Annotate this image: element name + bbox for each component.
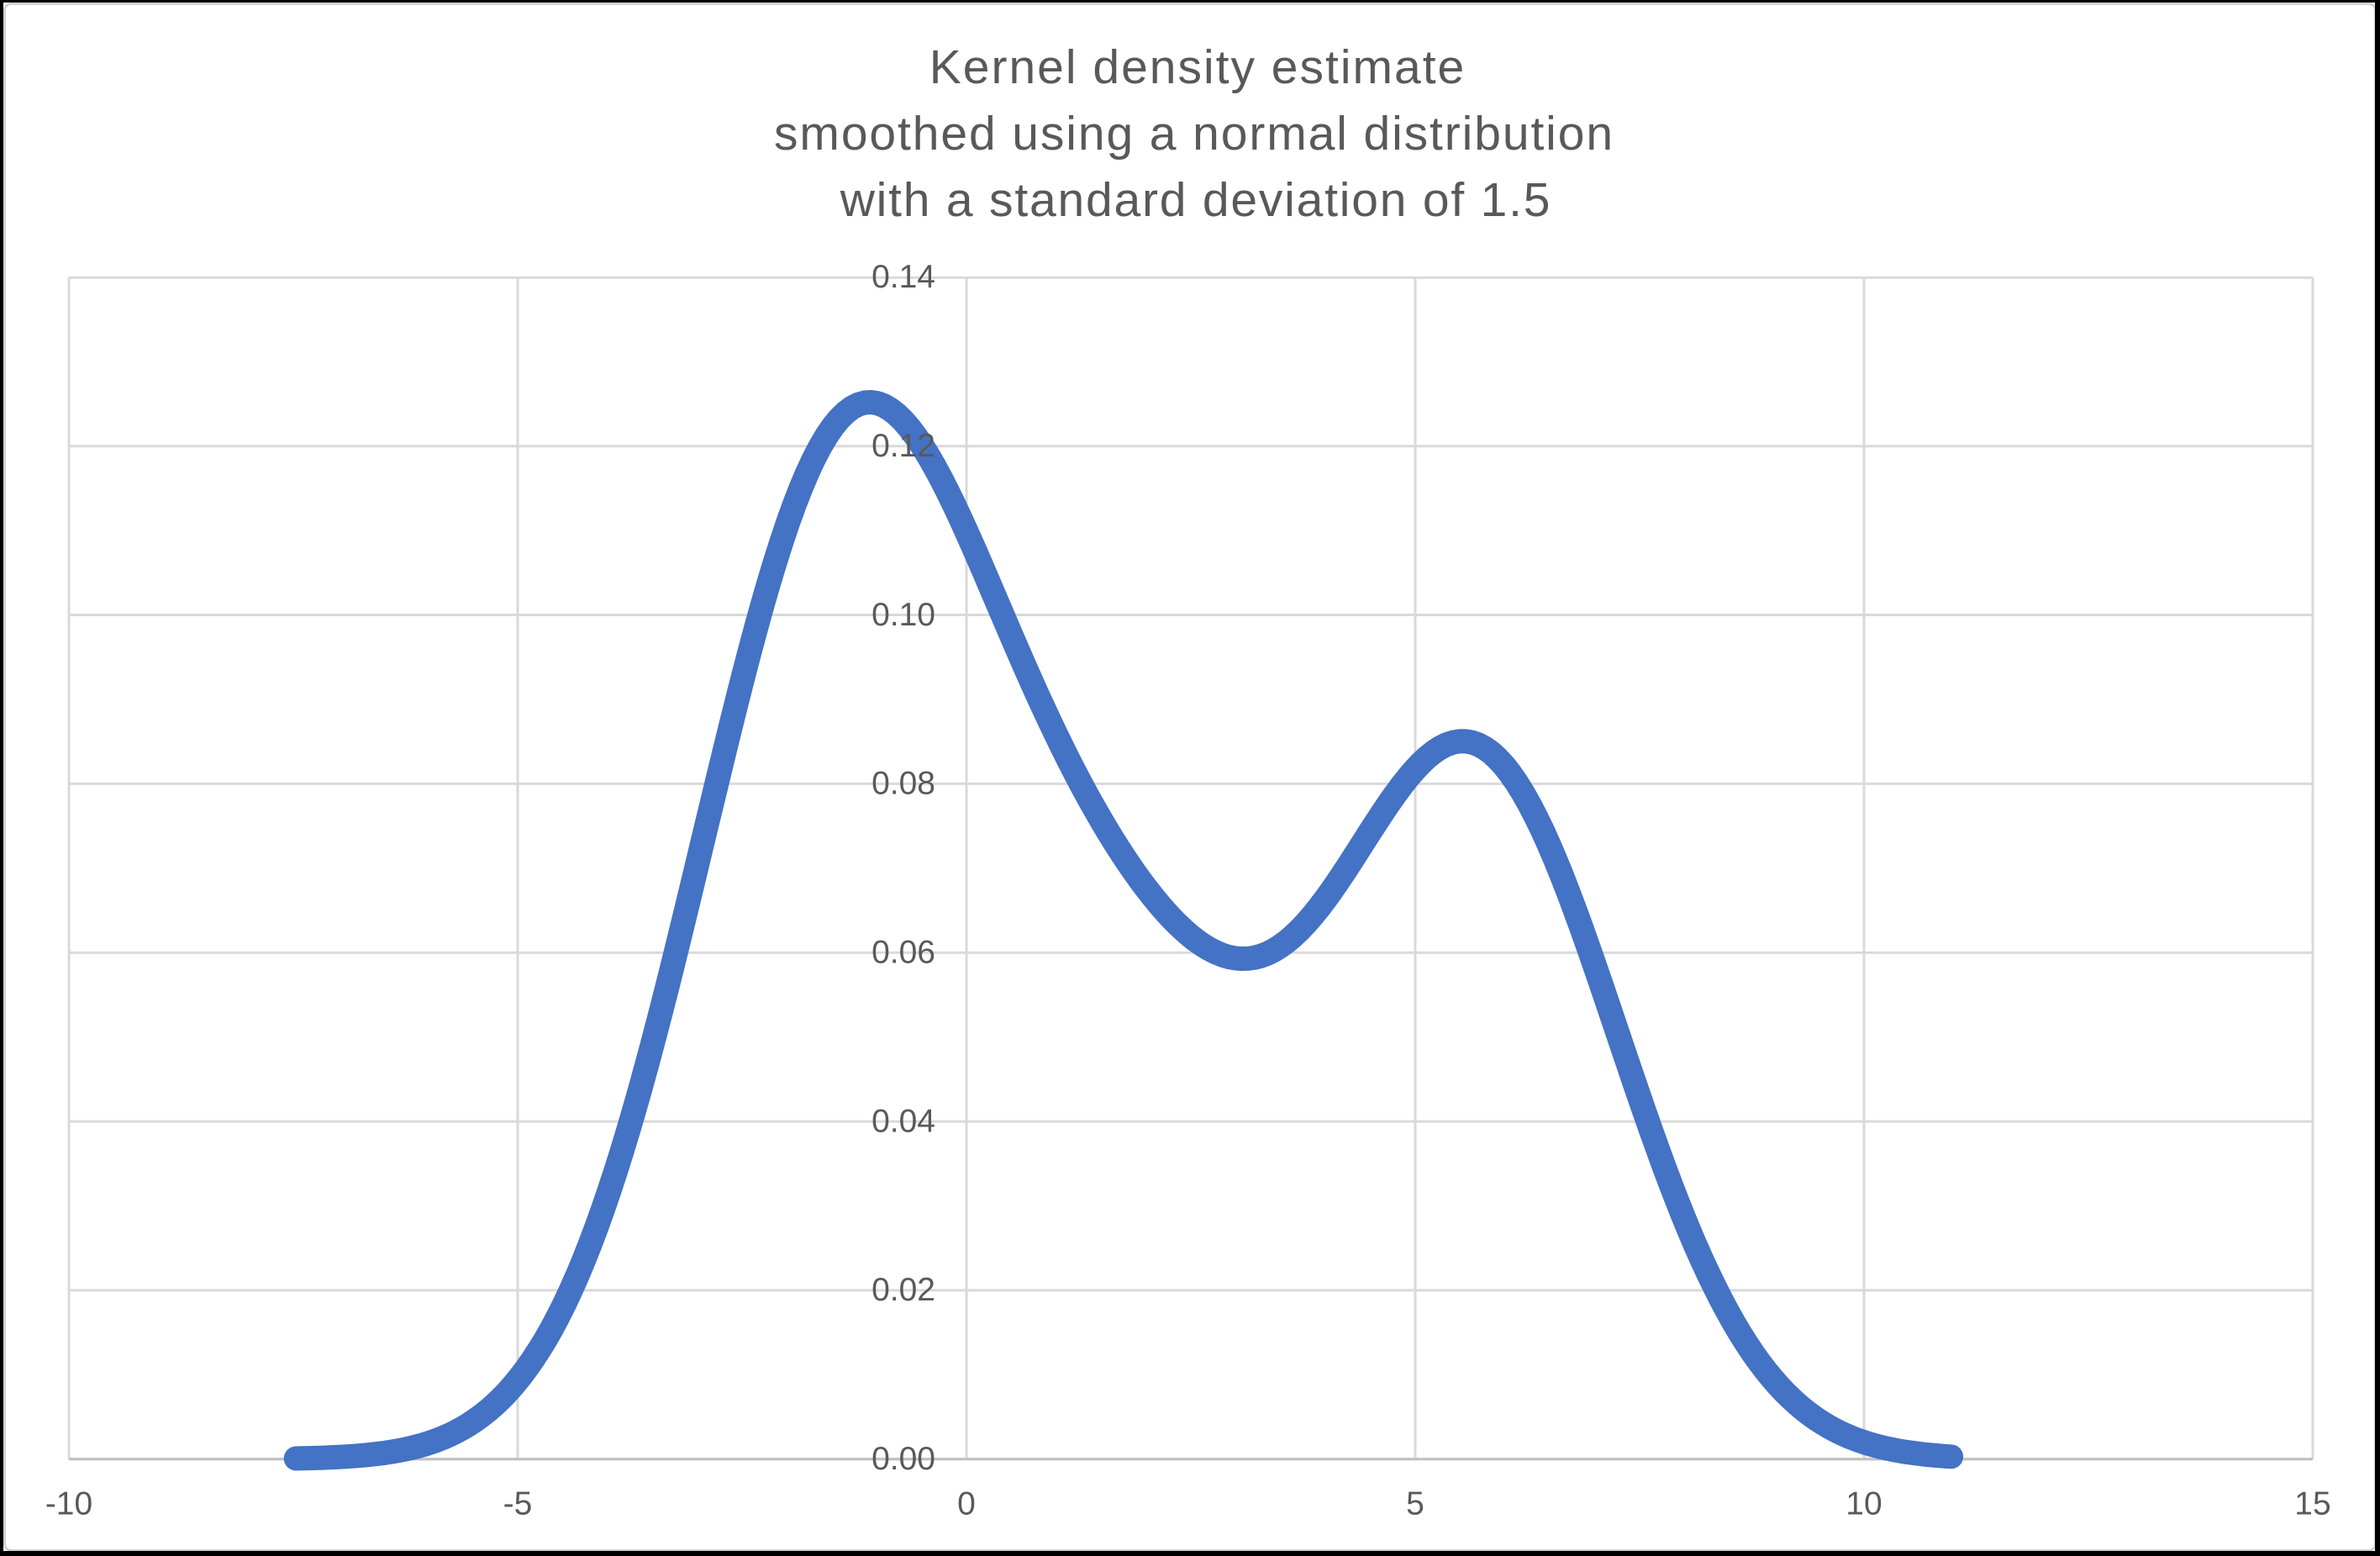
svg-text:15: 15	[2294, 1486, 2330, 1522]
svg-text:with a standard deviation of 1: with a standard deviation of 1.5	[840, 173, 1552, 227]
svg-text:0.12: 0.12	[871, 428, 935, 464]
svg-text:-5: -5	[503, 1486, 533, 1522]
svg-text:smoothed using a normal distri: smoothed using a normal distribution	[774, 107, 1614, 161]
svg-text:5: 5	[1406, 1486, 1424, 1522]
svg-text:0.08: 0.08	[871, 766, 935, 802]
svg-text:0.10: 0.10	[871, 597, 935, 633]
svg-text:0: 0	[957, 1486, 976, 1522]
svg-text:Kernel density estimate: Kernel density estimate	[929, 40, 1466, 94]
svg-text:10: 10	[1846, 1486, 1882, 1522]
svg-text:0.02: 0.02	[871, 1272, 935, 1308]
svg-text:0.00: 0.00	[871, 1441, 935, 1477]
svg-text:0.04: 0.04	[871, 1103, 935, 1139]
svg-text:0.06: 0.06	[871, 935, 935, 971]
svg-text:-10: -10	[45, 1486, 92, 1522]
svg-text:0.14: 0.14	[871, 259, 935, 295]
